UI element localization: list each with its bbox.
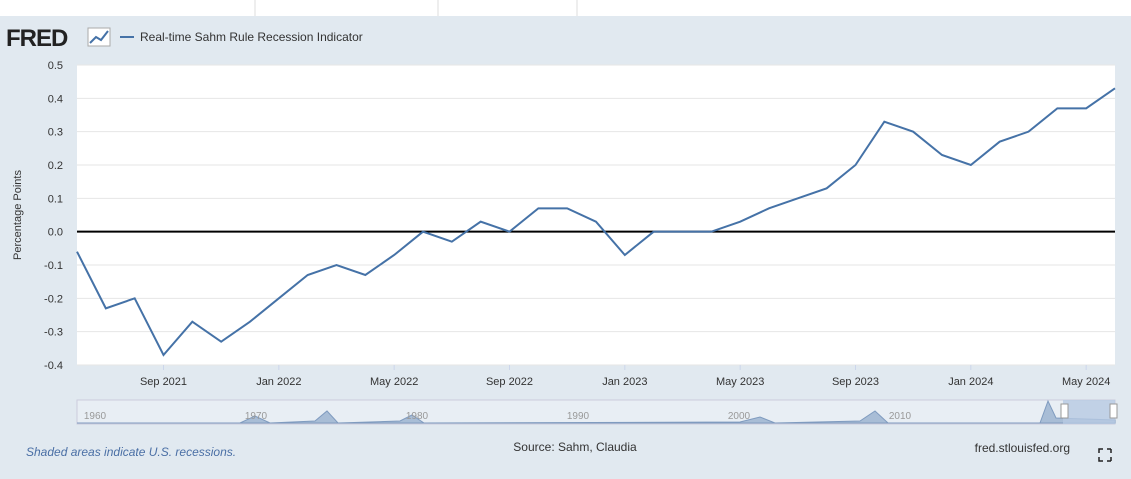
site-link[interactable]: fred.stlouisfed.org	[975, 441, 1070, 455]
logo-icon-line	[89, 30, 109, 44]
x-tick-label: May 2024	[1062, 376, 1110, 388]
navigator-label: 1990	[567, 411, 590, 422]
logo-icon	[87, 27, 111, 47]
x-tick-label: Sep 2021	[140, 376, 187, 388]
fullscreen-icon[interactable]	[1098, 448, 1112, 462]
x-tick-label: Sep 2023	[832, 376, 879, 388]
navigator-bg	[76, 399, 1116, 425]
y-tick-label: 0.5	[48, 60, 63, 72]
navigator-window[interactable]	[1063, 400, 1115, 424]
y-tick-label: -0.2	[44, 293, 63, 305]
y-tick-label: -0.1	[44, 260, 63, 272]
top-bar	[0, 0, 1131, 16]
x-tick-label: May 2023	[716, 376, 764, 388]
footnote: Shaded areas indicate U.S. recessions.	[26, 445, 236, 459]
x-tick-label: Jan 2023	[602, 376, 647, 388]
navigator-area	[77, 399, 1116, 424]
y-tick-label: -0.3	[44, 327, 63, 339]
navigator: 1960 1970 1980 1990 2000 2010	[76, 399, 1118, 425]
data-line	[76, 87, 1116, 357]
source: Source: Sahm, Claudia	[513, 440, 637, 454]
plot-area	[77, 65, 1115, 365]
x-tick-label: Jan 2022	[256, 376, 301, 388]
navigator-label: 1970	[245, 411, 268, 422]
navigator-label: 2000	[728, 411, 751, 422]
y-tick-label: -0.4	[44, 360, 63, 372]
navigator-handle[interactable]	[1109, 403, 1118, 419]
x-tick-label: Jan 2024	[948, 376, 993, 388]
y-tick-label: 0.1	[48, 193, 63, 205]
x-tick-label: May 2022	[370, 376, 418, 388]
navigator-label: 1960	[84, 411, 107, 422]
y-tick-label: 0.0	[48, 227, 63, 239]
navigator-label: 2010	[889, 411, 912, 422]
y-tick-label: 0.4	[48, 93, 63, 105]
y-axis-label: Percentage Points	[12, 170, 24, 260]
logo: FRED	[6, 25, 68, 52]
legend-label: Real-time Sahm Rule Recession Indicator	[140, 30, 363, 44]
y-tick-label: 0.2	[48, 160, 63, 172]
y-tick-label: 0.3	[48, 127, 63, 139]
navigator-handle[interactable]	[1060, 403, 1069, 419]
navigator-label: 1980	[406, 411, 429, 422]
x-tick-label: Sep 2022	[486, 376, 533, 388]
